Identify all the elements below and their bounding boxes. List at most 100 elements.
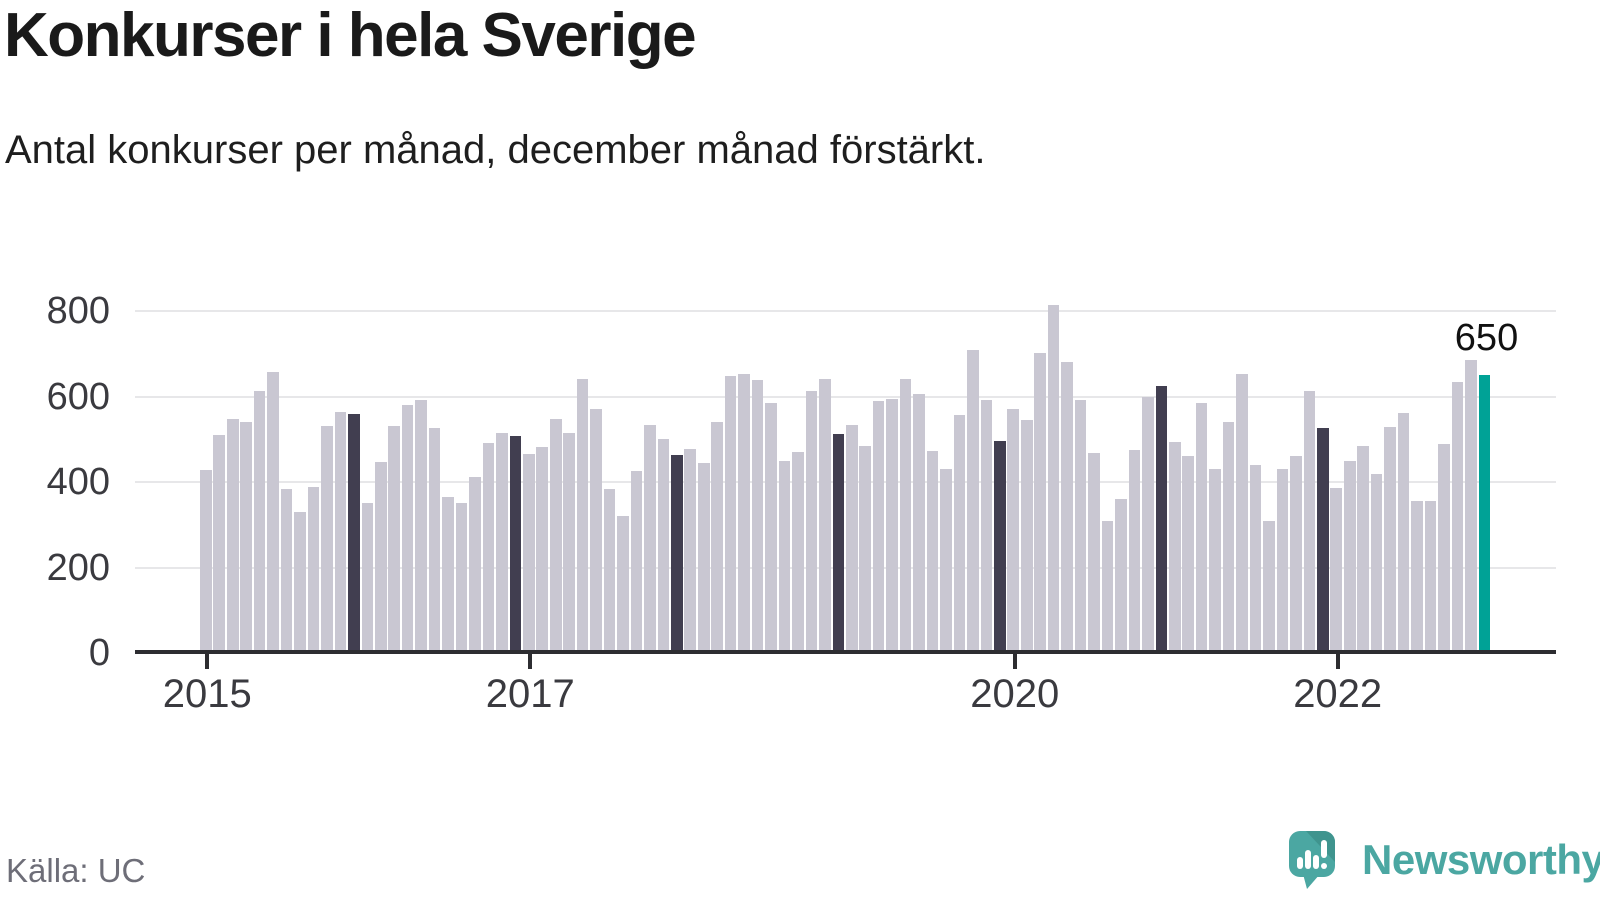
bar-2016-12 [509, 436, 522, 653]
bar-2018-02 [697, 463, 710, 653]
bar-2018-05 [738, 374, 750, 653]
bar-2016-02 [374, 461, 387, 653]
bar-2021-09 [1276, 468, 1289, 653]
bar-2017-08 [617, 516, 629, 653]
y-axis-tick-label: 0 [88, 632, 110, 674]
newsworthy-logo-icon [1289, 831, 1335, 889]
bar-2016-07 [442, 497, 454, 653]
brand-wordmark: Newsworthy [1362, 836, 1600, 883]
y-axis-tick-label: 800 [46, 290, 110, 332]
bar-2016-11 [496, 433, 508, 653]
bar-2015-05 [253, 391, 266, 653]
bar-2022-05 [1384, 426, 1396, 653]
bar-2019-01 [845, 425, 858, 653]
bar-2018-04 [724, 376, 737, 653]
bar-2020-07 [1088, 452, 1100, 653]
bar-2018-12 [832, 434, 845, 653]
bar-2018-03 [711, 421, 723, 653]
bar-2018-01 [684, 448, 697, 653]
bar-2019-05 [899, 379, 912, 653]
bar-2016-06 [428, 427, 441, 653]
x-axis-tick-label: 2017 [485, 672, 575, 716]
x-axis-tick [1335, 654, 1340, 669]
bar-2021-01 [1168, 442, 1181, 653]
bar-2017-06 [590, 408, 602, 653]
bar-2022-10 [1451, 382, 1464, 653]
bar-2016-08 [455, 503, 468, 653]
bar-2019-12 [994, 441, 1006, 653]
bar-2020-02 [1020, 420, 1033, 653]
bar-2017-01 [522, 454, 535, 653]
y-axis-tick-label: 600 [46, 375, 110, 418]
bar-2017-07 [603, 488, 616, 653]
bar-2021-02 [1182, 455, 1195, 653]
bar-2022-11 [1465, 360, 1477, 653]
bar-2015-06 [267, 371, 279, 653]
latest-value-label: 650 [1454, 317, 1519, 359]
bar-2017-09 [630, 471, 643, 653]
bar-2021-03 [1195, 402, 1208, 653]
bar-2020-08 [1101, 521, 1114, 653]
gridline [135, 395, 1556, 398]
bar-2019-07 [926, 451, 939, 653]
brand-lockup: Newsworthy [1286, 830, 1600, 890]
x-axis-tick-label: 2015 [162, 672, 252, 716]
bar-2020-09 [1115, 499, 1127, 653]
bar-series [200, 304, 1496, 653]
bar-2019-09 [953, 414, 966, 653]
bar-2019-03 [872, 400, 885, 653]
x-axis-tick-label: 2022 [1293, 672, 1383, 716]
bar-2017-02 [536, 446, 549, 653]
bar-2016-09 [469, 476, 481, 653]
x-axis-tick-label: 2020 [970, 672, 1060, 716]
bar-2015-01 [200, 470, 212, 653]
bar-2022-03 [1357, 445, 1369, 653]
bar-2021-12 [1317, 427, 1329, 653]
bar-2018-10 [805, 391, 818, 653]
bar-2019-10 [967, 350, 979, 653]
bar-2021-07 [1249, 464, 1262, 653]
bar-2018-06 [751, 379, 764, 653]
chart-subtitle: Antal konkurser per månad, december måna… [5, 128, 986, 172]
x-axis-tick [205, 654, 210, 669]
x-axis-tick [528, 654, 533, 669]
bar-2021-05 [1222, 421, 1235, 653]
bar-2022-12 [1478, 375, 1491, 653]
bar-2018-11 [819, 378, 831, 653]
bar-2022-01 [1330, 488, 1343, 653]
bar-2020-05 [1061, 361, 1073, 653]
bar-2017-04 [563, 433, 575, 653]
bar-2022-07 [1411, 501, 1423, 653]
bar-2018-08 [778, 461, 791, 653]
bar-2021-06 [1236, 373, 1248, 653]
bar-2016-10 [482, 442, 495, 653]
gridline [135, 310, 1556, 312]
bar-2020-10 [1128, 449, 1141, 653]
bar-2015-09 [307, 487, 320, 653]
bar-2021-10 [1290, 456, 1302, 653]
bar-2015-03 [226, 418, 239, 653]
bar-2022-09 [1438, 444, 1450, 653]
bar-2017-11 [657, 439, 670, 653]
bar-2019-04 [886, 398, 898, 653]
bar-2018-09 [792, 451, 804, 653]
gridline [135, 566, 1556, 569]
bar-2020-04 [1047, 304, 1060, 653]
bar-2015-04 [240, 422, 252, 653]
bar-2019-11 [980, 399, 993, 653]
bar-2016-04 [401, 405, 414, 653]
bar-2015-07 [280, 489, 293, 653]
bar-2015-10 [321, 426, 333, 653]
bar-2020-03 [1034, 352, 1046, 653]
bar-2016-03 [388, 426, 400, 653]
bar-2015-12 [348, 413, 360, 653]
bar-2021-11 [1303, 390, 1316, 653]
bar-2017-12 [671, 454, 683, 653]
page-title: Konkurser i hela Sverige [4, 1, 697, 70]
bar-2018-07 [765, 403, 777, 653]
source-text: Källa: UC [6, 852, 146, 889]
bar-2022-08 [1424, 501, 1437, 653]
bar-2015-11 [334, 411, 347, 653]
bar-2016-01 [361, 503, 374, 653]
